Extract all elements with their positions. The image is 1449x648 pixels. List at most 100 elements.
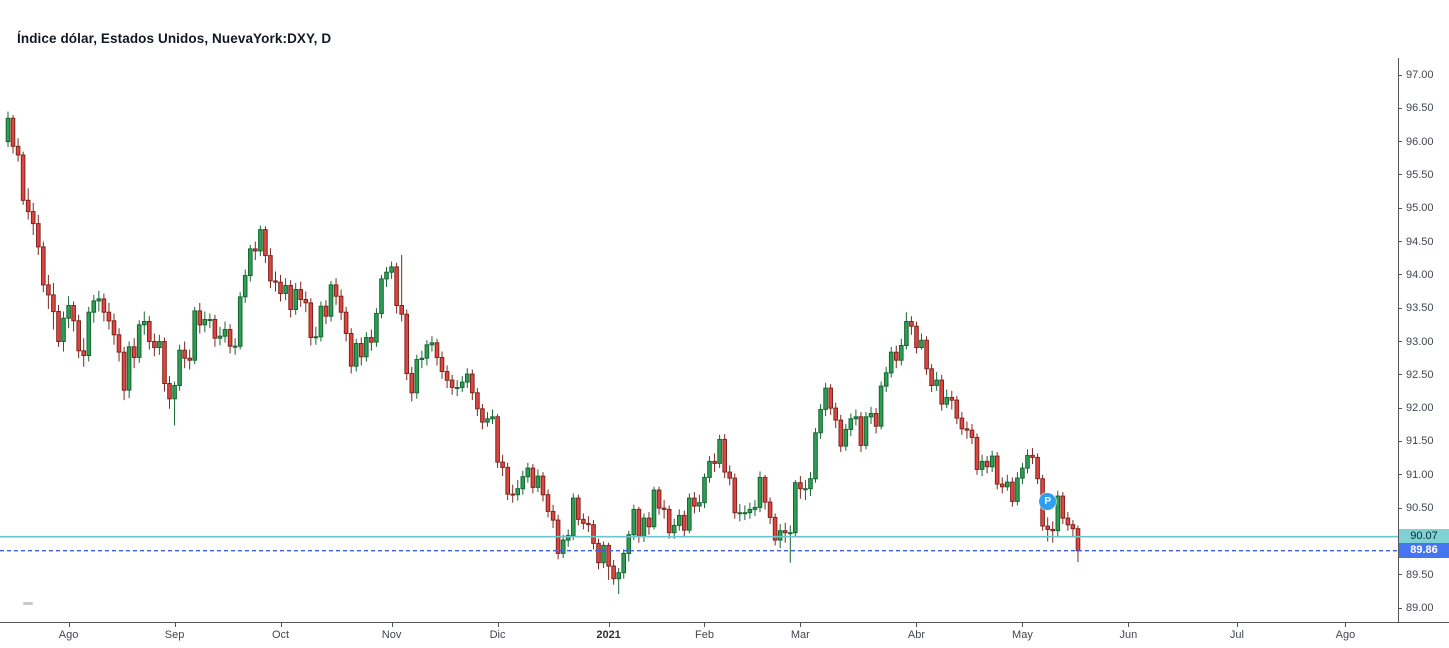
time-tick-label: Ago xyxy=(1335,629,1356,641)
candle-up xyxy=(1005,481,1010,488)
candle-down xyxy=(480,408,485,423)
candle-up xyxy=(202,319,208,326)
candle-down xyxy=(929,368,934,386)
candle-down xyxy=(263,229,268,257)
candle-up xyxy=(293,289,298,310)
candle-down xyxy=(798,482,803,490)
candle-down xyxy=(939,379,945,405)
candle-up xyxy=(490,416,495,420)
time-tick xyxy=(68,623,70,627)
price-scale[interactable]: 97.00 96.50 96.00 95.50 95.00 94.50 94.00 93.50… xyxy=(1398,0,1449,622)
time-tick xyxy=(174,623,176,627)
candle-down xyxy=(25,199,31,213)
candle-up xyxy=(374,313,379,343)
time-tick-label: Jul xyxy=(1229,629,1244,641)
candle-up xyxy=(207,319,213,321)
last-price-label[interactable]: 89.86 xyxy=(1399,543,1449,559)
candle-down xyxy=(666,508,672,534)
candle-down xyxy=(81,350,87,356)
candle-down xyxy=(268,255,273,282)
candle-down xyxy=(1030,454,1035,458)
candle-down xyxy=(51,294,56,313)
time-tick xyxy=(1022,623,1024,627)
candle-down xyxy=(470,373,475,394)
time-scale[interactable]: Ago Sep Oct Nov Dic 2021 Feb Mar Abr May Jun Jul Ago xyxy=(0,622,1449,648)
price-tick-label: 92.50 xyxy=(1406,368,1434,381)
candle-up xyxy=(429,342,435,346)
candle-down xyxy=(782,530,788,534)
price-tick xyxy=(1398,440,1402,442)
candle-down xyxy=(36,223,41,248)
candle-down xyxy=(369,337,374,343)
candle-up xyxy=(232,345,238,348)
candle-down xyxy=(969,429,975,438)
candle-down xyxy=(1045,525,1051,530)
candle-down xyxy=(288,285,293,310)
candle-up xyxy=(177,349,182,387)
candle-up xyxy=(485,418,490,423)
price-tick-label: 93.00 xyxy=(1406,335,1434,348)
candle-up xyxy=(803,488,808,491)
time-tick-label: Dic xyxy=(489,629,506,641)
price-tick-label: 90.50 xyxy=(1406,502,1434,515)
candle-down xyxy=(303,299,309,304)
candle-down xyxy=(76,320,82,352)
price-tick-label: 96.50 xyxy=(1406,102,1434,115)
price-tick-label: 97.00 xyxy=(1406,69,1434,81)
candle-up xyxy=(459,381,465,388)
candle-up xyxy=(560,539,566,554)
candle-up xyxy=(757,476,763,508)
candle-down xyxy=(682,514,687,531)
candle-up xyxy=(136,324,142,358)
candle-down xyxy=(20,154,26,201)
published-idea-marker[interactable]: P xyxy=(1039,492,1057,510)
candle-down xyxy=(111,320,117,336)
time-tick xyxy=(1128,623,1130,627)
candle-down xyxy=(278,281,283,295)
candle-down xyxy=(727,471,733,479)
candle-up xyxy=(808,478,813,490)
candle-down xyxy=(712,460,717,464)
chart-plot-area[interactable] xyxy=(0,0,1398,622)
candle-down xyxy=(596,542,601,564)
candle-down xyxy=(298,289,303,300)
candle-up xyxy=(823,387,828,410)
candle-up xyxy=(126,346,132,391)
candle-down xyxy=(873,413,879,427)
time-tick-label: Feb xyxy=(695,629,714,641)
candle-down xyxy=(1065,517,1071,526)
candle-down xyxy=(974,436,980,470)
candle-down xyxy=(964,428,970,431)
candle-down xyxy=(833,407,839,421)
candle-down xyxy=(636,508,642,537)
time-tick-label: Nov xyxy=(381,629,402,641)
price-tick xyxy=(1398,174,1402,176)
candle-down xyxy=(15,145,21,156)
time-tick-label: 2021 xyxy=(596,629,621,641)
time-tick xyxy=(608,623,610,627)
price-tick-label: 95.50 xyxy=(1406,168,1434,181)
candle-down xyxy=(646,517,652,528)
candle-down xyxy=(1050,528,1056,532)
candlestick-chart[interactable] xyxy=(0,0,1398,622)
candle-down xyxy=(394,266,399,306)
candle-down xyxy=(1060,495,1066,519)
candle-up xyxy=(61,317,66,343)
candle-down xyxy=(409,373,415,394)
candle-down xyxy=(949,397,955,401)
time-tick-label: Mar xyxy=(790,629,810,641)
candle-up xyxy=(565,534,571,541)
candle-down xyxy=(46,284,51,296)
price-scale-border xyxy=(1398,58,1399,622)
horizontal-level-label[interactable]: 90.07 xyxy=(1399,529,1449,545)
price-tick-label: 93.50 xyxy=(1406,302,1434,315)
candle-up xyxy=(379,278,384,314)
candle-up xyxy=(904,321,909,346)
candle-down xyxy=(591,524,596,544)
candle-up xyxy=(525,467,531,478)
candle-down xyxy=(732,477,738,514)
candle-up xyxy=(1020,467,1025,479)
price-tick xyxy=(1398,474,1402,476)
symbol-title[interactable]: Índice dólar, Estados Unidos, NuevaYork:… xyxy=(17,31,332,46)
candle-down xyxy=(71,305,76,322)
